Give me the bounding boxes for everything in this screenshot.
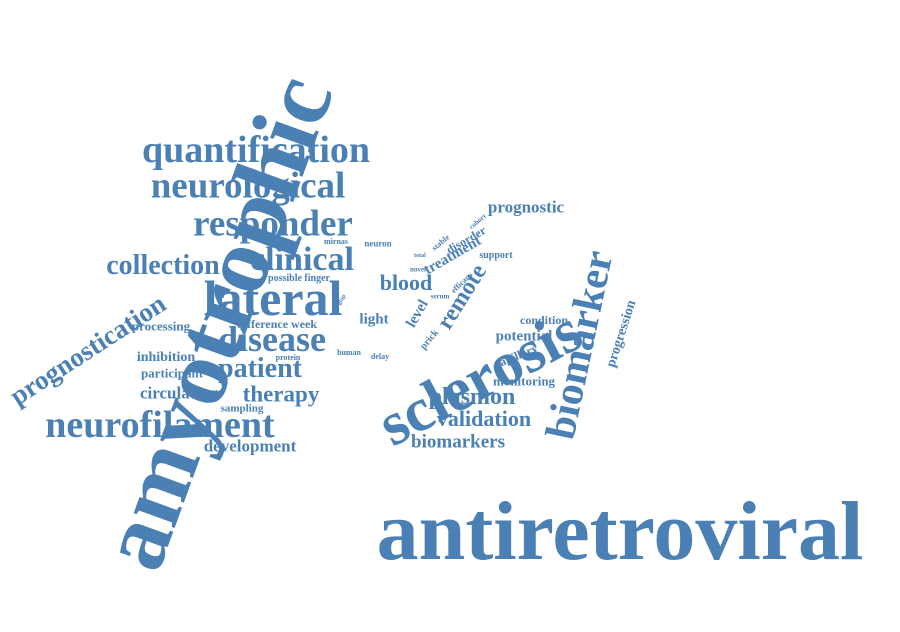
word-blood: blood bbox=[379, 270, 433, 295]
word-delay: delay bbox=[370, 352, 390, 361]
word-therapy: therapy bbox=[242, 381, 320, 407]
word-total: total bbox=[414, 253, 426, 259]
word-light: light bbox=[359, 311, 389, 328]
word-processing: processing bbox=[131, 318, 191, 334]
word-collection: collection bbox=[106, 250, 220, 281]
word-lateral: lateral bbox=[203, 270, 343, 326]
word-possible-finger: possible finger bbox=[268, 273, 330, 284]
word-sampling: sampling bbox=[220, 402, 264, 415]
word-support: support bbox=[479, 250, 513, 261]
word-neuron: neuron bbox=[364, 238, 392, 249]
word-condition: condition bbox=[519, 313, 569, 327]
word-biomarkers: biomarkers bbox=[411, 431, 505, 453]
word-human: human bbox=[336, 348, 362, 357]
word-responder: responder bbox=[193, 203, 353, 245]
word-circulating: circulating bbox=[139, 383, 219, 403]
word-antiretroviral: antiretroviral bbox=[376, 485, 864, 578]
word-quantification: quantification bbox=[141, 129, 371, 171]
word-plasmon: plasmon bbox=[428, 384, 516, 410]
word-mirnas: mirnas bbox=[324, 237, 348, 246]
word-inhibition: inhibition bbox=[136, 350, 196, 365]
word-potential: potential bbox=[495, 328, 553, 345]
word-serum: serum bbox=[430, 292, 450, 301]
word-prick: prick bbox=[418, 327, 442, 352]
word-level: level bbox=[403, 297, 432, 331]
word-neurological: neurological bbox=[150, 165, 346, 207]
word-difference-week: difference week bbox=[236, 317, 318, 331]
word-validation: validation bbox=[436, 406, 532, 431]
word-patient: patient bbox=[218, 353, 302, 384]
word-prognostic: prognostic bbox=[487, 197, 565, 217]
word-neurofilament: neurofilament bbox=[45, 404, 275, 446]
word-disease: disease bbox=[218, 319, 326, 359]
word-protein: protein bbox=[275, 353, 301, 362]
word-clinical: clinical bbox=[250, 241, 354, 278]
word-participant: participant bbox=[140, 365, 204, 381]
word-novel: novel bbox=[410, 265, 426, 274]
word-development: development bbox=[203, 436, 297, 456]
word-monitoring: monitoring bbox=[492, 373, 556, 389]
